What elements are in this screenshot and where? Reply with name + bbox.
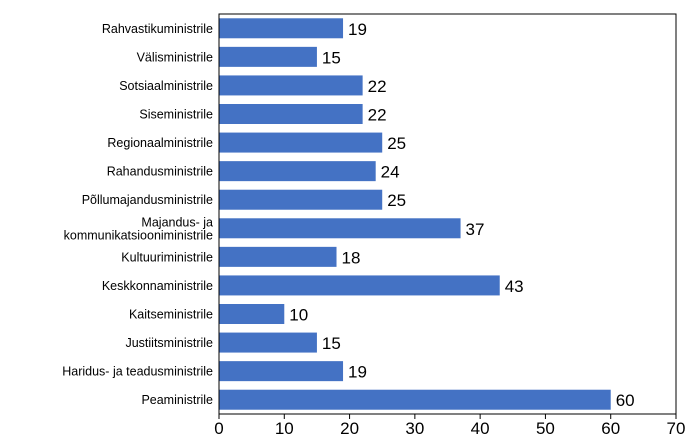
value-label: 19 xyxy=(348,363,367,382)
bar xyxy=(219,275,500,296)
value-label: 25 xyxy=(387,134,406,153)
category-label: Justiitsministrile xyxy=(125,336,213,350)
value-label: 10 xyxy=(289,306,308,325)
value-label: 22 xyxy=(368,77,387,96)
x-tick-label: 70 xyxy=(667,419,686,436)
category-label: Sotsiaalministrile xyxy=(119,79,213,93)
category-labels: Rahvastikuministrile Välisministrile Sotsi… xyxy=(62,22,213,407)
category-label: Kaitseministrile xyxy=(129,308,213,322)
bar xyxy=(219,246,337,267)
bar xyxy=(219,132,383,153)
bar xyxy=(219,161,376,182)
bar xyxy=(219,389,611,410)
x-tick-label: 60 xyxy=(601,419,620,436)
x-tick-label: 20 xyxy=(340,419,359,436)
category-label: Keskkonnaministrile xyxy=(102,279,213,293)
x-tick-label: 10 xyxy=(275,419,294,436)
value-label: 60 xyxy=(616,391,635,410)
bar xyxy=(219,332,317,353)
bar xyxy=(219,75,363,96)
bar xyxy=(219,18,344,39)
x-tick-label: 40 xyxy=(471,419,490,436)
x-tick-label: 30 xyxy=(405,419,424,436)
bars-group xyxy=(219,18,611,410)
category-label: Regionaalministrile xyxy=(107,136,213,150)
category-label: Siseministrile xyxy=(139,108,213,122)
value-label: 25 xyxy=(387,191,406,210)
x-tick-label: 50 xyxy=(536,419,555,436)
category-label: Peaministrile xyxy=(141,393,213,407)
value-label: 19 xyxy=(348,20,367,39)
category-label: Välisministrile xyxy=(137,50,213,64)
category-label: Haridus- ja teadusministrile xyxy=(62,365,213,379)
bar xyxy=(219,361,344,382)
x-axis: 0 10 20 30 40 50 60 70 xyxy=(214,414,685,436)
category-label: Põllumajandusministrile xyxy=(82,193,213,207)
value-label: 15 xyxy=(322,48,341,67)
value-label: 15 xyxy=(322,334,341,353)
value-label: 37 xyxy=(466,220,485,239)
bar xyxy=(219,189,383,210)
bar xyxy=(219,304,285,324)
value-label: 18 xyxy=(342,248,361,267)
plot-frame xyxy=(218,13,677,415)
value-label: 43 xyxy=(505,277,524,296)
x-tick-label: 0 xyxy=(214,419,223,436)
category-label: Rahvastikuministrile xyxy=(102,22,213,36)
category-label: Kultuuriministrile xyxy=(121,250,213,264)
bar xyxy=(219,46,317,67)
value-label: 24 xyxy=(381,163,400,182)
bar xyxy=(219,218,461,239)
category-label: Majandus- ja kommunikatsiooniministrile xyxy=(64,215,213,242)
bar xyxy=(219,104,363,124)
category-label: Rahandusministrile xyxy=(107,165,213,179)
value-label: 22 xyxy=(368,106,387,125)
